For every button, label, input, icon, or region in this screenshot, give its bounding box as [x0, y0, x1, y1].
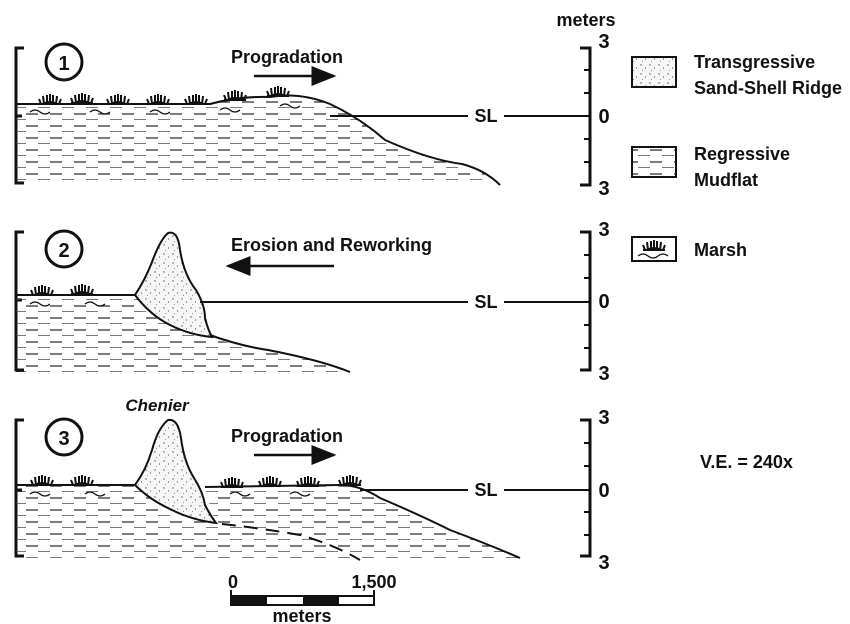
marsh-tuft-icon: [338, 474, 362, 486]
sea-level-label: SL: [474, 106, 497, 126]
scale-top: 3: [598, 31, 609, 53]
units-label: meters: [556, 10, 615, 30]
panel-2: SL 2 Erosion and Reworking 3 0 3: [14, 219, 610, 385]
surface-profile: [16, 94, 501, 186]
marsh-tuft-icon: [266, 85, 290, 97]
panel-3: SL 3 Chenier Progradation 3 0 3: [14, 396, 610, 574]
marsh-tuft-icon: [70, 474, 94, 486]
marsh-tuft-icon: [70, 283, 94, 295]
right-scale: [580, 418, 592, 558]
legend-mud-line2: Mudflat: [694, 170, 758, 190]
scale-mid: 0: [598, 106, 609, 128]
legend-sand-swatch: [631, 56, 677, 88]
mudflat-body: [16, 295, 350, 372]
chenier-ridge: [133, 418, 219, 525]
marsh-tuft-icon: [258, 475, 282, 487]
legend-marsh-label: Marsh: [694, 240, 747, 260]
scale-top: 3: [598, 407, 609, 429]
legend-sand-line2: Sand-Shell Ridge: [694, 78, 842, 98]
panel-number-circle: [44, 229, 84, 269]
marsh-tuft-icon: [38, 93, 62, 105]
process-label: Erosion and Reworking: [231, 235, 432, 255]
sea-level-label: SL: [474, 480, 497, 500]
scale-top: 3: [598, 219, 609, 241]
legend-sand-line1: Transgressive: [694, 52, 815, 72]
panel-1: SL 1 Progradation meters 3 0 3: [14, 10, 616, 200]
scale-bottom: 3: [598, 363, 609, 385]
legend: Transgressive Sand-Shell Ridge Regressiv…: [631, 52, 842, 262]
panel-number: 3: [58, 428, 69, 450]
marsh-tuft-icon: [30, 284, 54, 296]
marsh-tuft-icon: [184, 93, 208, 105]
scale-bar-start: 0: [228, 572, 238, 592]
mudflat-body: [16, 485, 520, 558]
marsh-tuft-icon: [70, 92, 94, 104]
marsh-tuft-icon: [146, 93, 170, 105]
scale-bottom: 3: [598, 552, 609, 574]
sea-level-label: SL: [474, 292, 497, 312]
right-scale: [580, 46, 592, 187]
mudflat-body: [16, 95, 500, 185]
panel-number-circle: [44, 42, 84, 82]
panel-number: 1: [58, 53, 69, 75]
scale-bar: 0 1,500 meters: [228, 572, 397, 624]
panel-number: 2: [58, 240, 69, 262]
chenier-label: Chenier: [125, 396, 190, 415]
panel-number-circle: [44, 417, 84, 457]
legend-mud-swatch: [631, 146, 677, 178]
scale-mid: 0: [598, 480, 609, 502]
marsh-tuft-icon: [30, 474, 54, 486]
scale-bottom: 3: [598, 178, 609, 200]
sand-shell-ridge: [133, 231, 214, 339]
scale-mid: 0: [598, 291, 609, 313]
process-label: Progradation: [231, 47, 343, 67]
vertical-exaggeration: V.E. = 240x: [700, 452, 793, 472]
marsh-tuft-icon: [106, 93, 130, 105]
scale-bar-unit: meters: [272, 606, 331, 624]
process-label: Progradation: [231, 426, 343, 446]
scale-bar-end: 1,500: [351, 572, 396, 592]
right-scale: [580, 230, 592, 372]
legend-mud-line1: Regressive: [694, 144, 790, 164]
